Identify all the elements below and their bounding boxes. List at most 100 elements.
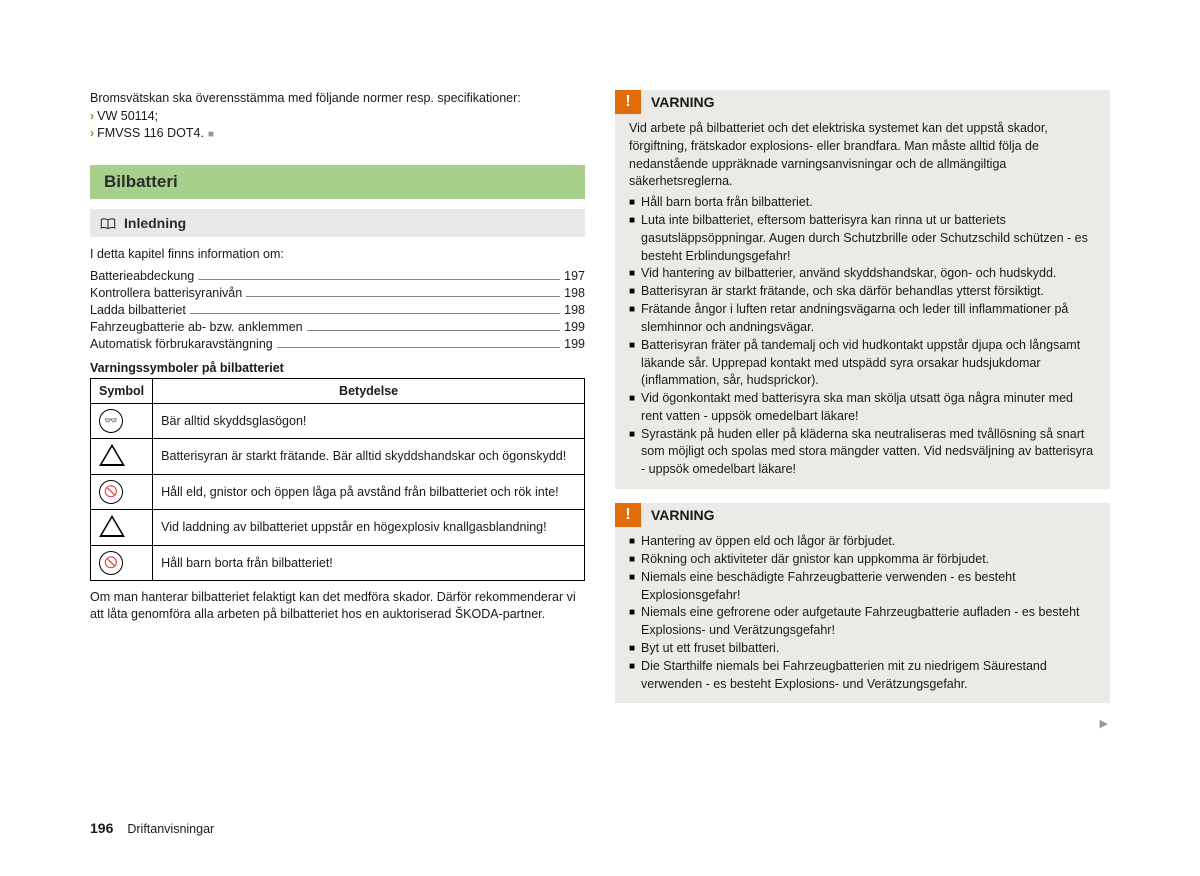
bullet-text: Die Starthilfe niemals bei Fahrzeugbatte… [641, 658, 1096, 694]
toc-label: Fahrzeugbatterie ab- bzw. anklemmen [90, 320, 303, 334]
warning-header: ! VARNING [615, 503, 1110, 527]
toc-leader [307, 330, 561, 331]
page-footer: 196 Driftanvisningar [90, 820, 214, 836]
warning-box-1: ! VARNING Vid arbete på bilbatteriet och… [615, 90, 1110, 489]
bullet-text: Luta inte bilbatteriet, eftersom batteri… [641, 212, 1096, 265]
symbol-cell [91, 509, 153, 545]
subheading-label: Inledning [124, 215, 186, 231]
warning-exclaim-icon: ! [615, 90, 641, 114]
no-children-icon: 🚫 [99, 551, 123, 575]
bullet-icon: ■ [629, 426, 635, 444]
toc-list: Batterieabdeckung 197 Kontrollera batter… [90, 269, 585, 351]
toc-page: 198 [564, 303, 585, 317]
toc-page: 198 [564, 286, 585, 300]
chapter-intro: I detta kapitel finns information om: [90, 247, 585, 261]
list-item: ■ Syrastänk på huden eller på kläderna sk… [629, 426, 1096, 479]
toc-page: 199 [564, 320, 585, 334]
spec-2: FMVSS 116 DOT4. [97, 126, 204, 140]
bullet-icon: ■ [629, 301, 635, 319]
list-item: ■ Luta inte bilbatteriet, eftersom batter… [629, 212, 1096, 265]
bullet-text: Håll barn borta från bilbatteriet. [641, 194, 813, 212]
spec-1: VW 50114; [97, 109, 158, 123]
bullet-icon: ■ [629, 212, 635, 230]
th-symbol: Symbol [91, 378, 153, 403]
table-row: 🚫 Håll barn borta från bilbatteriet! [91, 545, 585, 580]
symbol-cell: 🚫 [91, 474, 153, 509]
toc-label: Ladda bilbatteriet [90, 303, 186, 317]
table-row: 🚫 Håll eld, gnistor och öppen låga på av… [91, 474, 585, 509]
symbol-cell: 👓 [91, 403, 153, 438]
continue-indicator-icon: ▶ [615, 717, 1110, 730]
meaning-cell: Håll barn borta från bilbatteriet! [153, 545, 585, 580]
bullet-icon: ■ [629, 337, 635, 355]
bullet-icon: ■ [629, 533, 635, 551]
bullet-text: Vid ögonkontakt med batterisyra ska man … [641, 390, 1096, 426]
bullet-text: Hantering av öppen eld och lågor är förb… [641, 533, 895, 551]
bullet-text: Syrastänk på huden eller på kläderna ska… [641, 426, 1096, 479]
right-column: ! VARNING Vid arbete på bilbatteriet och… [615, 90, 1110, 730]
bullet-icon: ■ [629, 390, 635, 408]
toc-leader [198, 279, 560, 280]
no-fire-icon: 🚫 [99, 480, 123, 504]
bullet-icon: ■ [629, 551, 635, 569]
list-item: ■ Vid hantering av bilbatterier, använd s… [629, 265, 1096, 283]
toc-label: Kontrollera batterisyranivån [90, 286, 242, 300]
bullet-icon: ■ [629, 194, 635, 212]
bullet-text: Frätande ångor i luften retar andningsvä… [641, 301, 1096, 337]
after-table-note: Om man hanterar bilbatteriet felaktigt k… [90, 589, 585, 624]
table-header-row: Symbol Betydelse [91, 378, 585, 403]
th-meaning: Betydelse [153, 378, 585, 403]
book-icon [100, 217, 116, 229]
acid-triangle-icon [99, 444, 125, 466]
toc-page: 197 [564, 269, 585, 283]
warning-exclaim-icon: ! [615, 503, 641, 527]
bullet-icon: ■ [629, 604, 635, 622]
bullet-text: Batterisyran fräter på tandemalj och vid… [641, 337, 1096, 390]
footer-section: Driftanvisningar [127, 822, 214, 836]
symbol-cell: 🚫 [91, 545, 153, 580]
meaning-cell: Håll eld, gnistor och öppen låga på avst… [153, 474, 585, 509]
toc-row: Batterieabdeckung 197 [90, 269, 585, 283]
subheading-inledning: Inledning [90, 209, 585, 237]
bullet-icon: ■ [629, 569, 635, 587]
goggles-icon: 👓 [99, 409, 123, 433]
warning-body: Vid arbete på bilbatteriet och det elekt… [615, 114, 1110, 489]
list-item: ■ Vid ögonkontakt med batterisyra ska man… [629, 390, 1096, 426]
end-marker-icon: ■ [208, 129, 214, 140]
list-item: ■Byt ut ett fruset bilbatteri. [629, 640, 1096, 658]
toc-label: Automatisk förbrukaravstängning [90, 337, 273, 351]
chevron-icon: › [90, 109, 94, 123]
meaning-cell: Bär alltid skyddsglasögon! [153, 403, 585, 438]
brake-fluid-intro: Bromsvätskan ska överensstämma med följa… [90, 90, 585, 143]
list-item: ■ Frätande ångor i luften retar andningsv… [629, 301, 1096, 337]
list-item: ■ Hantering av öppen eld och lågor är för… [629, 533, 1096, 551]
toc-leader [277, 347, 560, 348]
chevron-icon: › [90, 126, 94, 140]
list-item: ■ Batterisyran fräter på tandemalj och vi… [629, 337, 1096, 390]
toc-label: Batterieabdeckung [90, 269, 194, 283]
list-item: ■ Håll barn borta från bilbatteriet. [629, 194, 1096, 212]
list-item: ■Batterisyran är starkt frätande, och sk… [629, 283, 1096, 301]
bullet-text: Niemals eine gefrorene oder aufgetaute F… [641, 604, 1096, 640]
table-row: 👓 Bär alltid skyddsglasögon! [91, 403, 585, 438]
bullet-icon: ■ [629, 265, 635, 283]
warning-header: ! VARNING [615, 90, 1110, 114]
meaning-cell: Batterisyran är starkt frätande. Bär all… [153, 438, 585, 474]
list-item: ■ Niemals eine beschädigte Fahrzeugbatter… [629, 569, 1096, 605]
meaning-cell: Vid laddning av bilbatteriet uppstår en … [153, 509, 585, 545]
section-heading-bilbatteri: Bilbatteri [90, 165, 585, 199]
warning-title: VARNING [651, 90, 715, 114]
toc-leader [190, 313, 560, 314]
warning-title: VARNING [651, 503, 715, 527]
bullet-text: Vid hantering av bilbatterier, använd sk… [641, 265, 1056, 283]
toc-row: Fahrzeugbatterie ab- bzw. anklemmen 199 [90, 320, 585, 334]
bullet-text: Niemals eine beschädigte Fahrzeugbatteri… [641, 569, 1096, 605]
warning-lead: Vid arbete på bilbatteriet och det elekt… [629, 120, 1096, 191]
warning-box-2: ! VARNING ■ Hantering av öppen eld och lå… [615, 503, 1110, 704]
list-item: ■ Niemals eine gefrorene oder aufgetaute … [629, 604, 1096, 640]
list-item: ■Rökning och aktiviteter där gnistor kan… [629, 551, 1096, 569]
toc-page: 199 [564, 337, 585, 351]
bullet-icon: ■ [629, 640, 635, 658]
left-column: Bromsvätskan ska överensstämma med följa… [90, 90, 585, 730]
table-row: Vid laddning av bilbatteriet uppstår en … [91, 509, 585, 545]
